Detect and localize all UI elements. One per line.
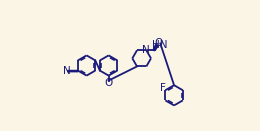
Text: N: N bbox=[142, 45, 150, 55]
Text: N: N bbox=[63, 66, 70, 76]
Text: O: O bbox=[105, 78, 113, 88]
Text: O: O bbox=[154, 38, 162, 48]
Text: HN: HN bbox=[152, 40, 167, 50]
Text: F: F bbox=[160, 83, 166, 93]
